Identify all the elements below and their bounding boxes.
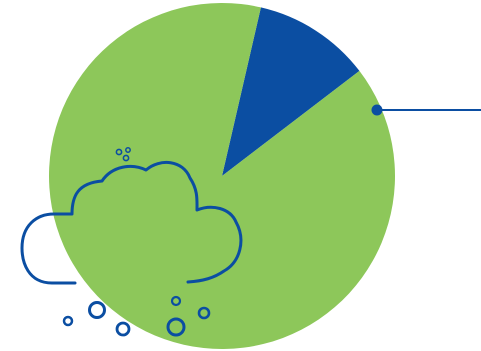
callout-leader: [371, 104, 481, 116]
pie-slice-0: [48, 2, 395, 349]
snowflake-dot-5: [115, 321, 131, 337]
snowflake-dot-1: [122, 154, 130, 162]
cloud-snow-icon: [20, 147, 243, 337]
leader-dot: [371, 104, 383, 116]
snowflake-dot-4: [88, 301, 106, 319]
snowflake-dot-3: [62, 315, 74, 327]
cloud-outline: [20, 161, 243, 285]
snowflake-dot-7: [197, 306, 211, 320]
snowflake-dot-0: [115, 148, 123, 156]
snowflake-dot-6: [170, 295, 182, 307]
snowflake-dot-2: [125, 147, 131, 153]
snowflake-dot-8: [166, 317, 186, 337]
pie-slice-1: [222, 7, 360, 177]
pie-slices: [48, 2, 395, 349]
